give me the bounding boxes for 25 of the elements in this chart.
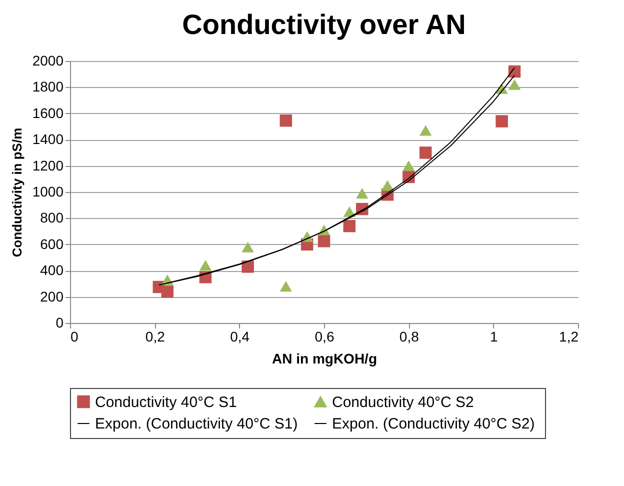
y-tick-label: 800 [40,210,64,226]
x-tick-label: 1 [490,328,498,344]
y-tick-label: 200 [40,288,64,304]
x-tick-label: 0 [70,328,78,344]
x-tick-label: 0,4 [230,328,250,344]
y-tick-label: 1800 [32,78,64,95]
y-tick-label: 2000 [32,52,64,68]
legend-label: Expon. (Conductivity 40°C S2) [332,416,535,432]
y-tick-label: 600 [40,236,64,252]
x-tick-label: 0,6 [314,328,334,344]
chart-title: Conductivity over AN [182,9,466,40]
y-tick-label: 1600 [32,104,64,121]
y-tick-label: 1200 [32,157,64,174]
legend-label: Expon. (Conductivity 40°C S1) [95,416,298,432]
y-tick-label: 1000 [32,184,64,200]
y-tick-label: 400 [40,262,64,278]
x-tick-label: 1,2 [559,328,579,344]
x-tick-label: 0,2 [145,328,166,344]
legend-label: Conductivity 40°C S2 [332,394,474,411]
legend-label: Conductivity 40°C S1 [95,394,237,411]
y-tick-label: 1400 [32,131,64,148]
y-tick-label: 0 [56,314,64,330]
x-tick-label: 0,8 [399,328,420,344]
x-axis-title: AN in mgKOH/g [272,350,377,366]
y-axis-title: Conductivity in pS/m [9,128,24,258]
